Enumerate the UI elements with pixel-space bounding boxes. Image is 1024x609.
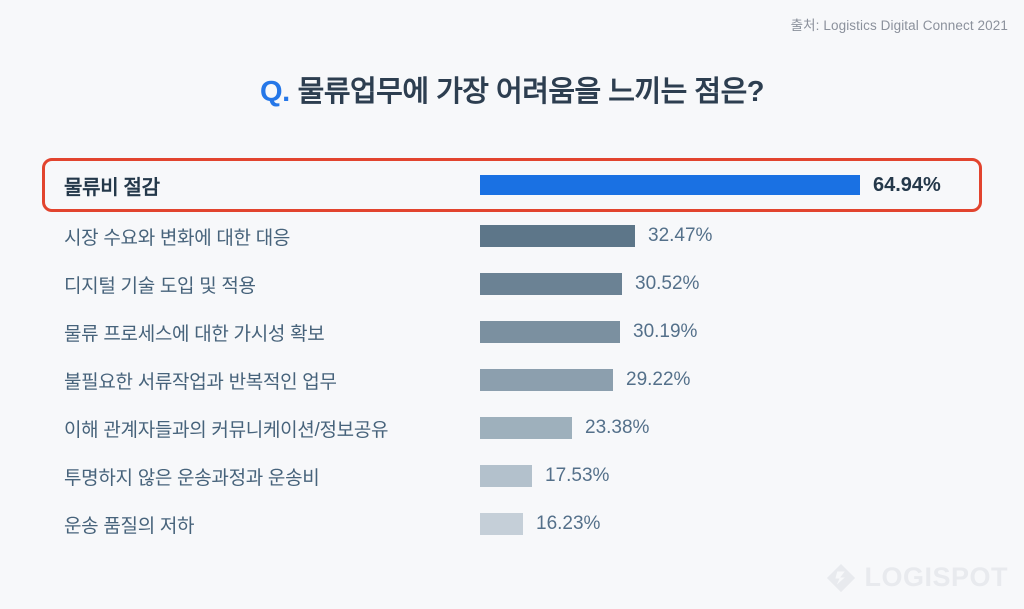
category-label: 물류 프로세스에 대한 가시성 확보	[64, 323, 325, 345]
category-label: 불필요한 서류작업과 반복적인 업무	[64, 371, 337, 393]
question-text: 물류업무에 가장 어려움을 느끼는 점은?	[297, 76, 765, 108]
question-prefix: Q.	[260, 76, 290, 108]
logispot-logo: LOGISPOT	[826, 562, 1008, 593]
chart-row: 이해 관계자들과의 커뮤니케이션/정보공유 23.38%	[42, 404, 982, 452]
category-label: 운송 품질의 저하	[64, 515, 195, 537]
chart-row: 물류 프로세스에 대한 가시성 확보 30.19%	[42, 308, 982, 356]
chart-row: 시장 수요와 변화에 대한 대응 32.47%	[42, 212, 982, 260]
category-label: 물류비 절감	[64, 176, 160, 199]
value-label: 32.47%	[648, 225, 713, 246]
value-label: 30.52%	[635, 273, 700, 294]
logispot-logo-text: LOGISPOT	[864, 562, 1008, 592]
category-label: 투명하지 않은 운송과정과 운송비	[64, 467, 320, 489]
bar	[480, 417, 572, 439]
bar-chart: 물류비 절감 64.94% 시장 수요와 변화에 대한 대응 32.47% 디지털 기술…	[42, 158, 982, 548]
value-label: 23.38%	[585, 417, 650, 438]
value-label: 30.19%	[633, 321, 698, 342]
bar	[480, 273, 622, 295]
chart-row: 운송 품질의 저하 16.23%	[42, 500, 982, 548]
value-label: 17.53%	[545, 465, 610, 486]
value-label: 16.23%	[536, 513, 601, 534]
bar	[480, 465, 532, 487]
page-title: Q. 물류업무에 가장 어려움을 느끼는 점은?	[0, 68, 1024, 110]
chart-row: 물류비 절감 64.94%	[42, 158, 982, 212]
category-label: 이해 관계자들과의 커뮤니케이션/정보공유	[64, 419, 389, 441]
logispot-diamond-icon	[827, 563, 856, 592]
value-label: 64.94%	[873, 173, 941, 196]
chart-row: 투명하지 않은 운송과정과 운송비 17.53%	[42, 452, 982, 500]
bar	[480, 369, 613, 391]
chart-row: 불필요한 서류작업과 반복적인 업무 29.22%	[42, 356, 982, 404]
bar	[480, 321, 620, 343]
value-label: 29.22%	[626, 369, 691, 390]
category-label: 디지털 기술 도입 및 적용	[64, 275, 256, 297]
bar	[480, 513, 523, 535]
source-label: 출처: Logistics Digital Connect 2021	[790, 18, 1008, 33]
bar	[480, 175, 860, 195]
bar	[480, 225, 635, 247]
category-label: 시장 수요와 변화에 대한 대응	[64, 227, 291, 249]
chart-row: 디지털 기술 도입 및 적용 30.52%	[42, 260, 982, 308]
